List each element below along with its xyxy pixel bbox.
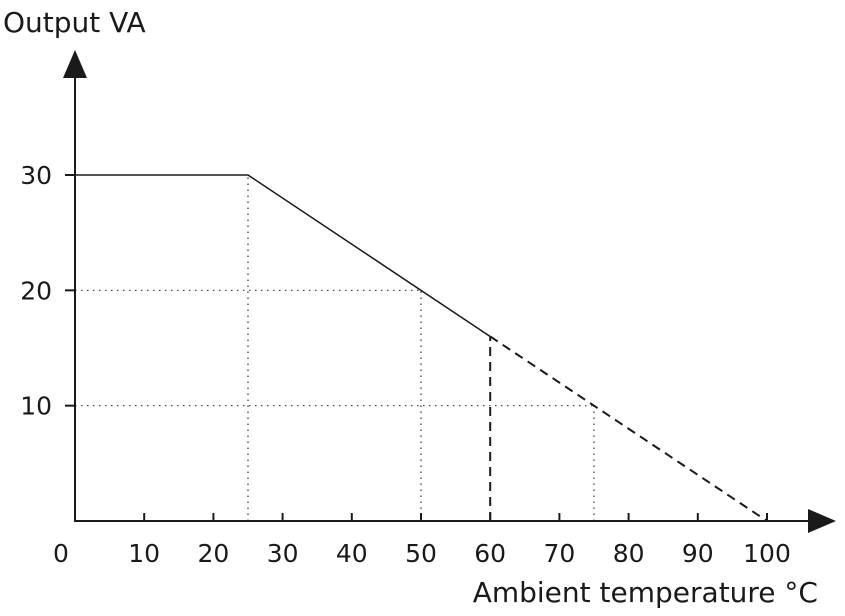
x-tick-label-30: 30	[267, 539, 299, 568]
x-tick-label-10: 10	[128, 539, 160, 568]
tick-labels: 0 10 20 30 40 50 60 70 80 90 100 30 20 10	[20, 161, 791, 568]
series-dashed-line	[489, 335, 768, 522]
x-tick-label-70: 70	[543, 539, 575, 568]
axis-ticks	[65, 174, 768, 521]
x-tick-label-60: 60	[474, 539, 506, 568]
axes	[63, 50, 836, 533]
y-axis-title: Output VA	[3, 6, 146, 39]
series-solid-line	[75, 174, 491, 338]
x-axis-title: Ambient temperature °C	[473, 576, 818, 609]
x-tick-label-90: 90	[682, 539, 714, 568]
y-tick-label-20: 20	[20, 276, 52, 305]
x-tick-label-0: 0	[53, 539, 69, 568]
guide-lines	[75, 175, 595, 521]
x-tick-label-20: 20	[197, 539, 229, 568]
y-tick-label-10: 10	[20, 392, 52, 421]
x-tick-label-100: 100	[743, 539, 791, 568]
x-tick-label-80: 80	[613, 539, 645, 568]
data-series	[75, 174, 768, 522]
x-axis-arrow	[808, 509, 836, 533]
y-axis-arrow	[63, 50, 87, 78]
y-tick-label-30: 30	[20, 161, 52, 190]
x-tick-label-40: 40	[336, 539, 368, 568]
x-tick-label-50: 50	[405, 539, 437, 568]
